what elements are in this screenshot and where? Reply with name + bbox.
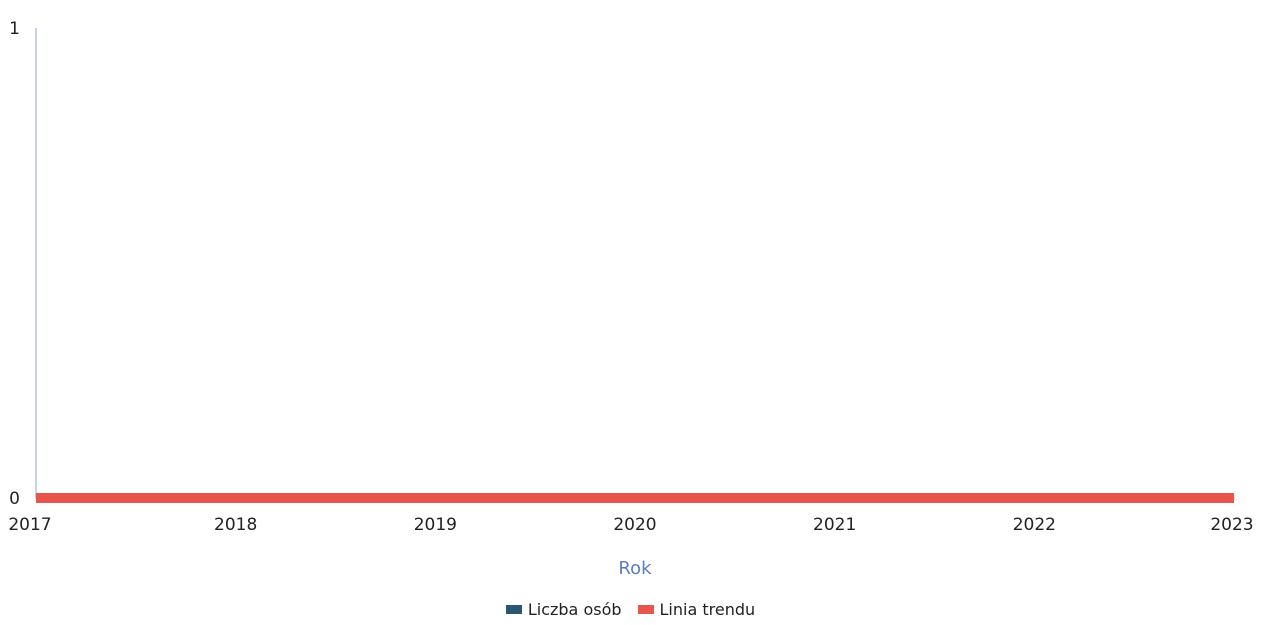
data-point-series-1-5[interactable]: [1033, 497, 1035, 499]
x-axis-ticks: 2017 2018 2019 2020 2021 2022 2023: [8, 515, 1253, 535]
x-tick-label: 2018: [214, 515, 257, 535]
legend-label-series-1: Linia trendu: [659, 600, 756, 619]
x-tick-label: 2021: [813, 515, 856, 535]
data-point-series-1-6[interactable]: [1233, 497, 1235, 499]
legend-label-series-0: Liczba osób: [527, 600, 622, 619]
data-point-series-1-0[interactable]: [35, 497, 37, 499]
data-point-series-1-1[interactable]: [235, 497, 237, 499]
legend: Liczba osób Linia trendu: [0, 600, 1261, 619]
y-tick-label: 1: [9, 19, 20, 39]
legend-swatch-series-0: [505, 605, 522, 614]
data-point-series-1-3[interactable]: [634, 497, 636, 499]
x-tick-label: 2019: [414, 515, 457, 535]
legend-item-series-1[interactable]: Linia trendu: [637, 600, 756, 619]
series-layer: [35, 493, 1235, 503]
data-point-series-1-4[interactable]: [834, 497, 836, 499]
x-tick-label: 2020: [613, 515, 656, 535]
y-axis-ticks: 01: [9, 19, 20, 509]
legend-item-series-0[interactable]: Liczba osób: [505, 600, 622, 619]
x-axis-title: Rok: [618, 558, 652, 579]
x-tick-label: 2022: [1013, 515, 1056, 535]
data-point-series-1-2[interactable]: [434, 497, 436, 499]
x-tick-label: 2017: [8, 515, 51, 535]
legend-swatch-series-1: [637, 605, 654, 614]
y-tick-label: 0: [9, 489, 20, 509]
x-tick-label: 2023: [1210, 515, 1253, 535]
